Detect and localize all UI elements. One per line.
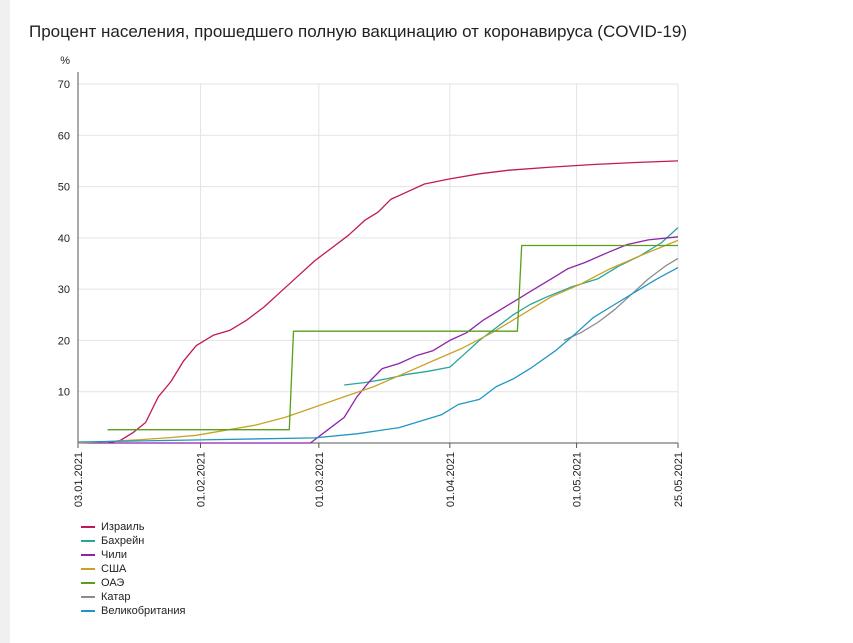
x-tick-label: 25.05.2021 — [673, 452, 685, 507]
legend-swatch — [81, 596, 95, 598]
grid — [77, 83, 679, 443]
series-line-2 — [78, 236, 679, 444]
legend-label: США — [101, 563, 127, 575]
legend-item[interactable]: США — [81, 562, 185, 576]
y-tick-label: 30 — [58, 284, 70, 296]
legend: Израиль Бахрейн Чили США ОАЭ Катар Великобрита… — [81, 520, 185, 618]
legend-swatch — [81, 526, 95, 528]
legend-label: Катар — [101, 591, 131, 603]
series-line-4 — [107, 244, 678, 431]
legend-swatch — [81, 554, 95, 556]
legend-label: Израиль — [101, 521, 145, 533]
legend-swatch — [81, 540, 95, 542]
legend-item[interactable]: Катар — [81, 590, 185, 604]
legend-swatch — [81, 568, 95, 570]
y-tick-label: 50 — [58, 182, 70, 194]
y-axis-label: % — [60, 55, 70, 67]
legend-item[interactable]: ОАЭ — [81, 576, 185, 590]
tick-labels: 10 20 30 40 50 60 70 03.01.2021 01.02.2021 01.03.… — [58, 55, 685, 507]
y-tick-label: 70 — [58, 79, 70, 91]
chart-title: Процент населения, прошедшего полную вак… — [29, 22, 688, 41]
x-tick-label: 01.03.2021 — [314, 452, 326, 507]
legend-item[interactable]: Великобритания — [81, 604, 185, 618]
series-lines — [77, 160, 679, 444]
series-line-0 — [107, 160, 679, 444]
legend-label: Бахрейн — [101, 535, 145, 547]
legend-item[interactable]: Бахрейн — [81, 534, 185, 548]
series-line-3 — [77, 239, 679, 444]
legend-swatch — [81, 610, 95, 612]
y-tick-label: 20 — [58, 335, 70, 347]
x-tick-label: 01.04.2021 — [445, 452, 457, 507]
legend-swatch — [81, 582, 95, 584]
series-line-5 — [563, 257, 679, 341]
series-line-6 — [77, 267, 679, 443]
y-tick-label: 60 — [58, 130, 70, 142]
x-tick-label: 01.05.2021 — [572, 452, 584, 507]
legend-item[interactable]: Чили — [81, 548, 185, 562]
line-chart: 10 20 30 40 50 60 70 03.01.2021 01.02.2021 01.03.… — [58, 55, 685, 507]
y-tick-label: 10 — [58, 387, 70, 399]
series-line-1 — [344, 227, 679, 386]
legend-label: Великобритания — [101, 605, 186, 617]
legend-label: ОАЭ — [101, 577, 125, 589]
chart-card: Процент населения, прошедшего полную вак… — [10, 0, 853, 643]
legend-label: Чили — [101, 549, 128, 561]
y-tick-label: 40 — [58, 233, 70, 245]
x-tick-label: 01.02.2021 — [196, 452, 208, 507]
legend-item[interactable]: Израиль — [81, 520, 185, 534]
x-tick-label: 03.01.2021 — [73, 452, 85, 507]
